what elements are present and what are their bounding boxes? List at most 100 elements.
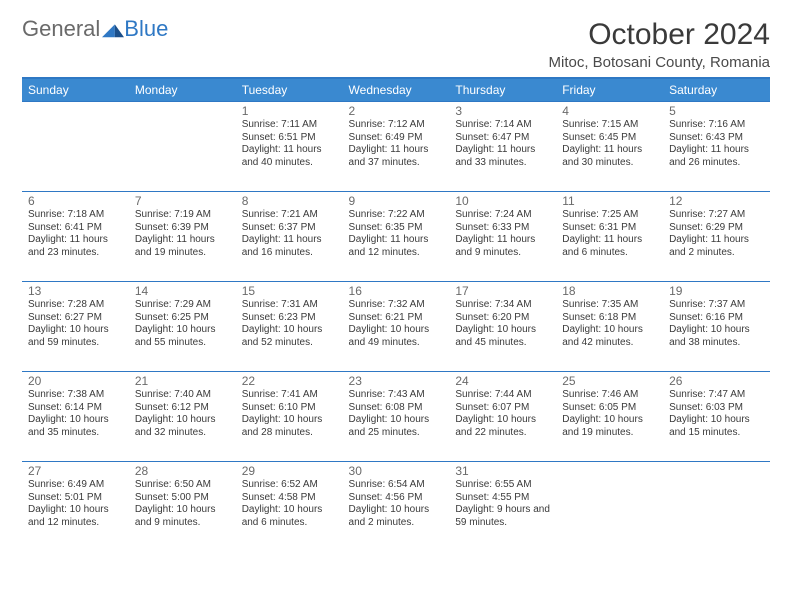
sunset: Sunset: 6:45 PM (562, 132, 657, 145)
sunset: Sunset: 6:51 PM (242, 132, 337, 145)
calendar-day: 18Sunrise: 7:35 AMSunset: 6:18 PMDayligh… (556, 282, 663, 372)
sunset: Sunset: 6:21 PM (349, 312, 444, 325)
sunrise: Sunrise: 7:12 AM (349, 119, 444, 132)
day-info: Sunrise: 7:19 AMSunset: 6:39 PMDaylight:… (135, 209, 230, 259)
daylight: Daylight: 10 hours and 35 minutes. (28, 414, 123, 439)
daylight: Daylight: 10 hours and 59 minutes. (28, 324, 123, 349)
sunset: Sunset: 6:08 PM (349, 402, 444, 415)
sunrise: Sunrise: 7:25 AM (562, 209, 657, 222)
sunset: Sunset: 4:58 PM (242, 492, 337, 505)
sunrise: Sunrise: 6:55 AM (455, 479, 550, 492)
day-number: 25 (562, 374, 657, 388)
daylight: Daylight: 11 hours and 23 minutes. (28, 234, 123, 259)
sunset: Sunset: 6:35 PM (349, 222, 444, 235)
day-info: Sunrise: 6:55 AMSunset: 4:55 PMDaylight:… (455, 479, 550, 529)
brand-triangle-icon (102, 20, 124, 38)
sunrise: Sunrise: 7:41 AM (242, 389, 337, 402)
sunset: Sunset: 6:03 PM (669, 402, 764, 415)
sunset: Sunset: 6:23 PM (242, 312, 337, 325)
day-info: Sunrise: 7:47 AMSunset: 6:03 PMDaylight:… (669, 389, 764, 439)
day-info: Sunrise: 7:41 AMSunset: 6:10 PMDaylight:… (242, 389, 337, 439)
daylight: Daylight: 10 hours and 9 minutes. (135, 504, 230, 529)
day-number: 16 (349, 284, 444, 298)
sunrise: Sunrise: 7:40 AM (135, 389, 230, 402)
day-number: 2 (349, 104, 444, 118)
calendar-table: SundayMondayTuesdayWednesdayThursdayFrid… (22, 79, 770, 552)
calendar-day: 28Sunrise: 6:50 AMSunset: 5:00 PMDayligh… (129, 462, 236, 552)
sunset: Sunset: 6:07 PM (455, 402, 550, 415)
sunset: Sunset: 6:12 PM (135, 402, 230, 415)
calendar-day: 9Sunrise: 7:22 AMSunset: 6:35 PMDaylight… (343, 192, 450, 282)
calendar-day (22, 102, 129, 192)
day-number: 20 (28, 374, 123, 388)
calendar-day: 29Sunrise: 6:52 AMSunset: 4:58 PMDayligh… (236, 462, 343, 552)
sunset: Sunset: 6:39 PM (135, 222, 230, 235)
calendar-day: 27Sunrise: 6:49 AMSunset: 5:01 PMDayligh… (22, 462, 129, 552)
sunset: Sunset: 6:47 PM (455, 132, 550, 145)
sunset: Sunset: 6:25 PM (135, 312, 230, 325)
sunrise: Sunrise: 7:22 AM (349, 209, 444, 222)
calendar-week: 6Sunrise: 7:18 AMSunset: 6:41 PMDaylight… (22, 192, 770, 282)
day-number: 30 (349, 464, 444, 478)
day-number: 15 (242, 284, 337, 298)
calendar-day: 16Sunrise: 7:32 AMSunset: 6:21 PMDayligh… (343, 282, 450, 372)
daylight: Daylight: 10 hours and 42 minutes. (562, 324, 657, 349)
day-number: 4 (562, 104, 657, 118)
sunrise: Sunrise: 6:52 AM (242, 479, 337, 492)
calendar-day: 26Sunrise: 7:47 AMSunset: 6:03 PMDayligh… (663, 372, 770, 462)
daylight: Daylight: 10 hours and 38 minutes. (669, 324, 764, 349)
daylight: Daylight: 10 hours and 55 minutes. (135, 324, 230, 349)
day-header: Sunday (22, 79, 129, 102)
sunset: Sunset: 6:27 PM (28, 312, 123, 325)
daylight: Daylight: 10 hours and 12 minutes. (28, 504, 123, 529)
header: General Blue October 2024 Mitoc, Botosan… (22, 18, 770, 71)
day-info: Sunrise: 7:35 AMSunset: 6:18 PMDaylight:… (562, 299, 657, 349)
day-number: 12 (669, 194, 764, 208)
day-number: 23 (349, 374, 444, 388)
calendar-day: 14Sunrise: 7:29 AMSunset: 6:25 PMDayligh… (129, 282, 236, 372)
daylight: Daylight: 10 hours and 45 minutes. (455, 324, 550, 349)
calendar-day (663, 462, 770, 552)
calendar-day: 2Sunrise: 7:12 AMSunset: 6:49 PMDaylight… (343, 102, 450, 192)
calendar-day: 31Sunrise: 6:55 AMSunset: 4:55 PMDayligh… (449, 462, 556, 552)
sunset: Sunset: 6:14 PM (28, 402, 123, 415)
day-info: Sunrise: 7:22 AMSunset: 6:35 PMDaylight:… (349, 209, 444, 259)
daylight: Daylight: 10 hours and 6 minutes. (242, 504, 337, 529)
calendar-day: 15Sunrise: 7:31 AMSunset: 6:23 PMDayligh… (236, 282, 343, 372)
day-number: 19 (669, 284, 764, 298)
day-info: Sunrise: 7:46 AMSunset: 6:05 PMDaylight:… (562, 389, 657, 439)
sunset: Sunset: 6:20 PM (455, 312, 550, 325)
sunrise: Sunrise: 7:28 AM (28, 299, 123, 312)
sunrise: Sunrise: 7:47 AM (669, 389, 764, 402)
day-number: 1 (242, 104, 337, 118)
daylight: Daylight: 9 hours and 59 minutes. (455, 504, 550, 529)
sunset: Sunset: 5:01 PM (28, 492, 123, 505)
calendar-day: 6Sunrise: 7:18 AMSunset: 6:41 PMDaylight… (22, 192, 129, 282)
calendar-day: 24Sunrise: 7:44 AMSunset: 6:07 PMDayligh… (449, 372, 556, 462)
day-header: Thursday (449, 79, 556, 102)
calendar-day: 12Sunrise: 7:27 AMSunset: 6:29 PMDayligh… (663, 192, 770, 282)
day-number: 31 (455, 464, 550, 478)
sunrise: Sunrise: 7:34 AM (455, 299, 550, 312)
sunrise: Sunrise: 7:21 AM (242, 209, 337, 222)
sunrise: Sunrise: 7:15 AM (562, 119, 657, 132)
sunrise: Sunrise: 7:37 AM (669, 299, 764, 312)
day-number: 14 (135, 284, 230, 298)
sunrise: Sunrise: 7:43 AM (349, 389, 444, 402)
calendar-day: 21Sunrise: 7:40 AMSunset: 6:12 PMDayligh… (129, 372, 236, 462)
daylight: Daylight: 11 hours and 37 minutes. (349, 144, 444, 169)
day-info: Sunrise: 7:11 AMSunset: 6:51 PMDaylight:… (242, 119, 337, 169)
day-info: Sunrise: 6:50 AMSunset: 5:00 PMDaylight:… (135, 479, 230, 529)
brand-general: General (22, 18, 100, 40)
calendar-day: 22Sunrise: 7:41 AMSunset: 6:10 PMDayligh… (236, 372, 343, 462)
day-info: Sunrise: 7:40 AMSunset: 6:12 PMDaylight:… (135, 389, 230, 439)
calendar-thead: SundayMondayTuesdayWednesdayThursdayFrid… (22, 79, 770, 102)
day-number: 13 (28, 284, 123, 298)
sunrise: Sunrise: 7:31 AM (242, 299, 337, 312)
calendar-day: 10Sunrise: 7:24 AMSunset: 6:33 PMDayligh… (449, 192, 556, 282)
calendar-day: 20Sunrise: 7:38 AMSunset: 6:14 PMDayligh… (22, 372, 129, 462)
daylight: Daylight: 11 hours and 2 minutes. (669, 234, 764, 259)
calendar-week: 13Sunrise: 7:28 AMSunset: 6:27 PMDayligh… (22, 282, 770, 372)
day-header: Tuesday (236, 79, 343, 102)
day-info: Sunrise: 7:27 AMSunset: 6:29 PMDaylight:… (669, 209, 764, 259)
